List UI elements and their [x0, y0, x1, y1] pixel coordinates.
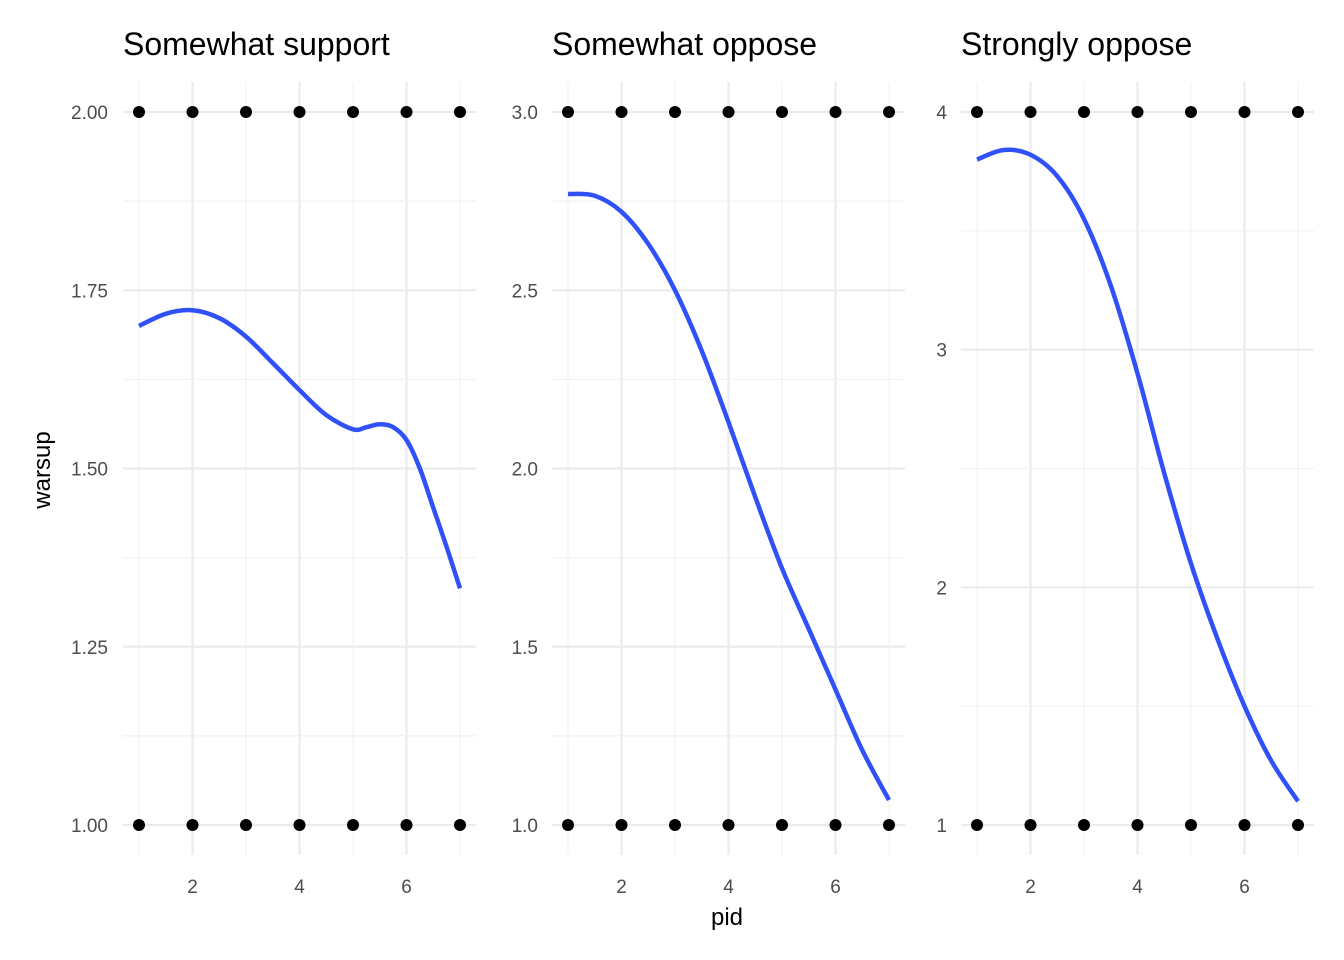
data-point: [293, 819, 306, 831]
x-tick-label: 4: [1132, 877, 1143, 898]
data-point: [293, 106, 306, 118]
data-point: [562, 106, 574, 118]
y-tick-label: 1.50: [71, 460, 108, 481]
y-tick-label: 1.00: [71, 816, 108, 837]
y-tick-label: 1.0: [512, 816, 538, 837]
x-tick-label: 6: [401, 877, 412, 898]
x-tick-label: 2: [1025, 877, 1036, 898]
data-point: [1292, 106, 1304, 118]
y-tick-label: 3: [936, 341, 947, 362]
data-point: [1238, 106, 1251, 118]
data-point: [347, 106, 359, 118]
data-point: [971, 819, 983, 831]
y-axis-title: warsup: [29, 431, 56, 509]
x-tick-label: 2: [187, 877, 198, 898]
y-tick-label: 3.0: [512, 103, 538, 124]
smooth-line: [976, 147, 1300, 803]
data-point: [669, 106, 681, 118]
facet-panel: 1.0 1.5 2.0 2.5 3.0 2 4 6 Somewhat oppose: [512, 26, 905, 898]
data-point: [722, 106, 735, 118]
data-point: [669, 819, 681, 831]
y-tick-label: 4: [936, 103, 947, 124]
facet-panel: 1.00 1.25 1.50 1.75 2.00 2 4 6 Somewhat support: [71, 26, 476, 898]
data-point: [400, 819, 413, 831]
x-tick-label: 4: [723, 877, 734, 898]
y-tick-label: 2: [936, 578, 947, 599]
y-tick-label: 1: [936, 816, 947, 837]
y-tick-label: 1.25: [71, 638, 108, 659]
data-point: [776, 819, 788, 831]
data-point: [240, 819, 252, 831]
data-point: [1185, 106, 1197, 118]
data-point: [186, 819, 199, 831]
smooth-line: [567, 191, 891, 802]
data-point: [1078, 106, 1090, 118]
x-tick-label: 4: [294, 877, 305, 898]
data-point: [1238, 819, 1251, 831]
data-point: [186, 106, 199, 118]
data-point: [562, 819, 574, 831]
data-point: [615, 106, 628, 118]
data-point: [722, 819, 735, 831]
x-tick-label: 6: [1239, 877, 1250, 898]
data-point: [1078, 819, 1090, 831]
data-point: [1185, 819, 1197, 831]
x-axis-title: pid: [711, 904, 743, 931]
data-point: [1292, 819, 1304, 831]
data-point: [971, 106, 983, 118]
data-point: [1131, 819, 1144, 831]
panel-title: Somewhat support: [123, 26, 390, 62]
data-point: [1131, 106, 1144, 118]
data-point: [1024, 819, 1037, 831]
y-tick-label: 1.5: [512, 638, 538, 659]
y-tick-label: 2.0: [512, 460, 538, 481]
smooth-line: [138, 307, 463, 589]
data-point: [133, 106, 145, 118]
x-tick-label: 2: [616, 877, 627, 898]
data-point: [240, 106, 252, 118]
data-point: [454, 106, 466, 118]
data-point: [133, 819, 145, 831]
data-point: [347, 819, 359, 831]
data-point: [615, 819, 628, 831]
data-point: [883, 106, 895, 118]
data-point: [829, 819, 842, 831]
y-tick-label: 2.5: [512, 281, 538, 302]
data-point: [400, 106, 413, 118]
data-point: [829, 106, 842, 118]
x-tick-label: 6: [830, 877, 841, 898]
data-point: [883, 819, 895, 831]
data-point: [454, 819, 466, 831]
y-tick-label: 2.00: [71, 103, 108, 124]
panel-title: Strongly oppose: [961, 26, 1192, 62]
data-point: [776, 106, 788, 118]
panel-title: Somewhat oppose: [552, 26, 817, 62]
data-point: [1024, 106, 1037, 118]
facet-panel: 1 2 3 4 2 4 6 Strongly oppose: [936, 26, 1314, 898]
y-tick-label: 1.75: [71, 281, 108, 302]
